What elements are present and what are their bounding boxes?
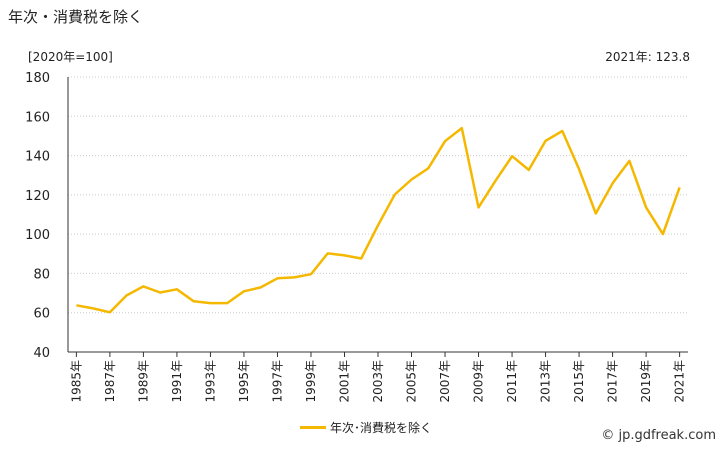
x-tick-label: 1999年 xyxy=(304,360,318,403)
y-tick-label: 140 xyxy=(25,150,50,165)
y-axis: 40 60 80 100 120 140 160 180 xyxy=(25,71,69,361)
x-tick-label: 1985年 xyxy=(69,360,83,403)
x-tick-label: 2017年 xyxy=(606,360,620,403)
legend-swatch xyxy=(300,426,326,429)
grid-lines xyxy=(68,76,688,314)
y-tick-label: 40 xyxy=(33,346,50,361)
legend-label: 年次･消費税を除く xyxy=(330,421,433,435)
chart-title: 年次・消費税を除く xyxy=(8,8,144,26)
x-tick-label: 1989年 xyxy=(136,360,150,403)
legend: 年次･消費税を除く xyxy=(300,419,432,436)
x-tick-label: 1987年 xyxy=(103,360,117,403)
y-tick-label: 80 xyxy=(33,267,50,282)
x-tick-label: 1995年 xyxy=(237,360,251,403)
series-layer xyxy=(76,126,681,314)
y-tick-label: 160 xyxy=(25,110,50,125)
unit-label: [2020年=100] xyxy=(28,50,113,64)
x-tick-label: 2019年 xyxy=(639,360,653,403)
latest-value-label: 2021年: 123.8 xyxy=(605,50,690,64)
x-tick-label: 1991年 xyxy=(170,360,184,403)
y-tick-label: 100 xyxy=(25,228,50,243)
x-tick-label: 2001年 xyxy=(337,360,351,403)
x-tick-label: 2005年 xyxy=(405,360,419,403)
y-tick-label: 60 xyxy=(33,307,50,322)
x-tick-label: 1993年 xyxy=(203,360,217,403)
x-tick-label: 2015年 xyxy=(572,360,586,403)
x-tick-label: 2011年 xyxy=(505,360,519,403)
x-tick-label: 2007年 xyxy=(438,360,452,403)
x-tick-label: 2013年 xyxy=(539,360,553,403)
series-line xyxy=(76,126,681,314)
y-tick-label: 120 xyxy=(25,189,50,204)
x-tick-label: 2021年 xyxy=(673,360,687,403)
x-axis: 1985年 1987年 1989年 1991年 1993年 1995年 1997年 1999年… xyxy=(68,351,688,403)
x-tick-label: 2003年 xyxy=(371,360,385,403)
x-tick-label: 1997年 xyxy=(270,360,284,403)
x-tick-label: 2009年 xyxy=(472,360,486,403)
credit-text: © jp.gdfreak.com xyxy=(601,428,716,443)
y-tick-label: 180 xyxy=(25,71,50,86)
